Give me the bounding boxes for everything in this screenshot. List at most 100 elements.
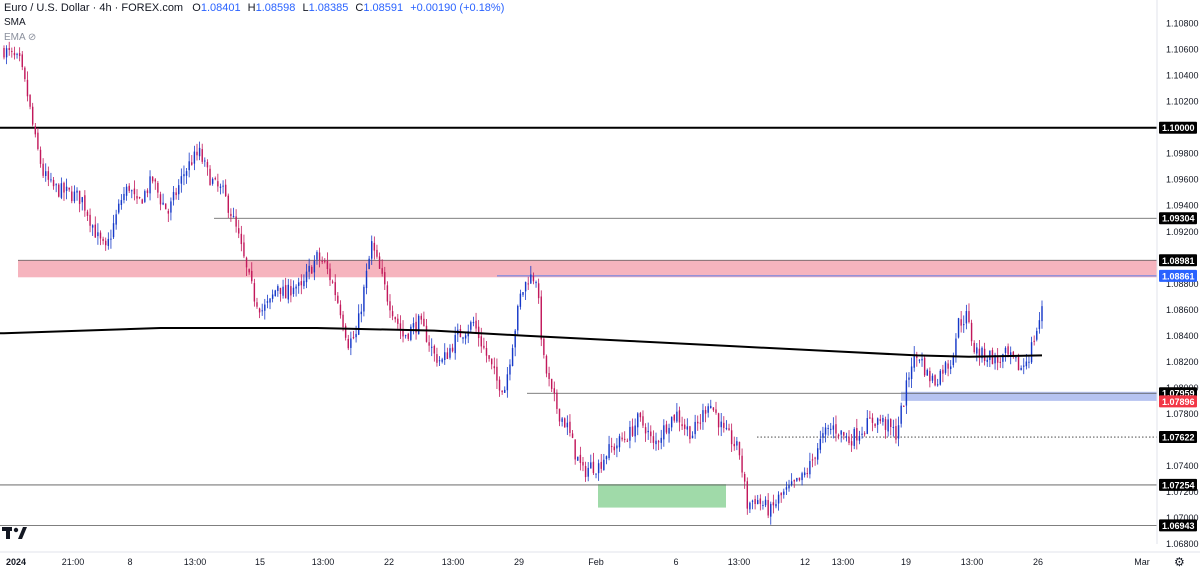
candle-body (496, 366, 498, 381)
candle-body (8, 48, 10, 50)
candle-body (848, 436, 850, 443)
candle-body (762, 504, 764, 506)
candle-body (816, 448, 819, 460)
candle (128, 183, 130, 194)
candle (741, 448, 743, 478)
candle (597, 459, 600, 481)
candle (574, 439, 576, 465)
candle-body (814, 457, 816, 459)
candle-body (858, 436, 861, 441)
indicator-sma[interactable]: SMA (4, 17, 26, 28)
candle (926, 368, 928, 376)
candle (5, 45, 8, 65)
candle-body (725, 427, 728, 429)
candle (600, 453, 602, 473)
candle (827, 424, 829, 436)
candle (316, 250, 318, 265)
eye-hidden-icon[interactable]: ⊘ (27, 32, 37, 43)
candle (125, 183, 128, 201)
candle-body (767, 500, 769, 516)
candle (683, 418, 686, 436)
candle (861, 426, 863, 439)
candle (1023, 358, 1025, 375)
candle-body (1030, 342, 1033, 363)
candle-body (204, 160, 206, 162)
candle-body (357, 313, 360, 335)
candle-body (561, 418, 563, 422)
candle-body (772, 502, 775, 506)
candle (188, 152, 190, 178)
candle-body (522, 292, 524, 295)
candle-body (428, 342, 430, 346)
candle-body (556, 392, 558, 409)
candle-body (498, 379, 501, 391)
candle (472, 316, 475, 327)
candle-body (569, 421, 571, 433)
candle (417, 314, 420, 335)
candle-body (717, 413, 720, 428)
candle-body (360, 311, 363, 315)
candle (702, 403, 704, 430)
candle (240, 225, 243, 252)
candle (52, 176, 55, 190)
candle (394, 316, 396, 323)
candle (386, 281, 389, 306)
candle-body (892, 426, 895, 428)
candle-body (318, 252, 321, 261)
candle-body (371, 241, 373, 259)
candle (211, 177, 214, 186)
symbol-title[interactable]: Euro / U.S. Dollar · 4h · FOREX.com (4, 2, 184, 14)
candle (955, 333, 957, 363)
settings-gear-icon[interactable]: ⚙ (1174, 555, 1185, 569)
candle-body (699, 422, 702, 424)
zone-resistance (18, 260, 1157, 278)
candle-body (973, 342, 975, 353)
candle (357, 304, 360, 336)
candle (746, 477, 749, 515)
candle (3, 45, 5, 60)
candle-body (5, 48, 8, 58)
candle (104, 237, 107, 251)
candle (191, 155, 193, 166)
candle (616, 438, 618, 458)
candle (227, 193, 230, 219)
price-tag-1.08981-bg (1159, 254, 1197, 267)
candle (681, 416, 683, 431)
candle (764, 496, 767, 508)
candle (50, 172, 52, 183)
candle (1015, 357, 1017, 362)
candle (311, 265, 313, 274)
candle-body (485, 348, 488, 356)
candle (608, 435, 610, 461)
candle (931, 373, 934, 384)
candle (900, 402, 902, 428)
candle-body (1017, 356, 1020, 371)
candle-body (128, 185, 130, 191)
candle (605, 455, 608, 465)
indicator-ema[interactable]: EMA ⊘ (4, 32, 36, 43)
y-tick-label: 1.07800 (1166, 409, 1199, 419)
candle (981, 346, 983, 363)
candle-body (754, 499, 756, 505)
price-tag-1.06943-bg (1159, 519, 1197, 532)
candle-body (162, 202, 164, 205)
candle (449, 344, 451, 360)
candle (913, 346, 915, 372)
candle-body (793, 480, 795, 482)
candle-body (803, 472, 806, 476)
candle-body (235, 216, 237, 227)
candle (279, 287, 282, 302)
candle (337, 292, 339, 305)
candle (895, 418, 897, 444)
y-tick-label: 1.07400 (1166, 461, 1199, 471)
candle (415, 313, 417, 340)
candle-body (895, 426, 897, 440)
candle-body (783, 491, 785, 495)
candle-body (968, 311, 970, 323)
candle-body (871, 417, 874, 423)
candle-body (738, 441, 741, 456)
candle (1036, 327, 1038, 342)
candle-body (1033, 340, 1035, 342)
candle (324, 258, 326, 264)
